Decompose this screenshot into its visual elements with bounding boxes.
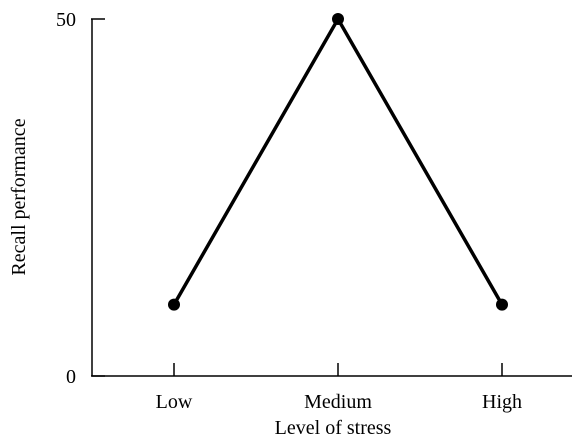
series-line <box>172 15 504 306</box>
y-tick-label: 0 <box>66 366 76 388</box>
x-tick-label: High <box>482 391 522 413</box>
axes <box>91 19 572 377</box>
series <box>168 13 508 311</box>
y-axis-label: Recall performance <box>8 118 30 275</box>
data-point <box>332 13 344 25</box>
x-tick-label: Medium <box>304 391 372 413</box>
data-point <box>496 298 508 311</box>
y-tick-label: 50 <box>56 9 76 31</box>
tick-labels: 0 50 Low Medium High <box>56 9 522 413</box>
ticks <box>91 18 503 377</box>
x-tick-label: Low <box>156 391 193 413</box>
data-point <box>168 298 180 311</box>
x-axis-label: Level of stress <box>275 417 392 439</box>
